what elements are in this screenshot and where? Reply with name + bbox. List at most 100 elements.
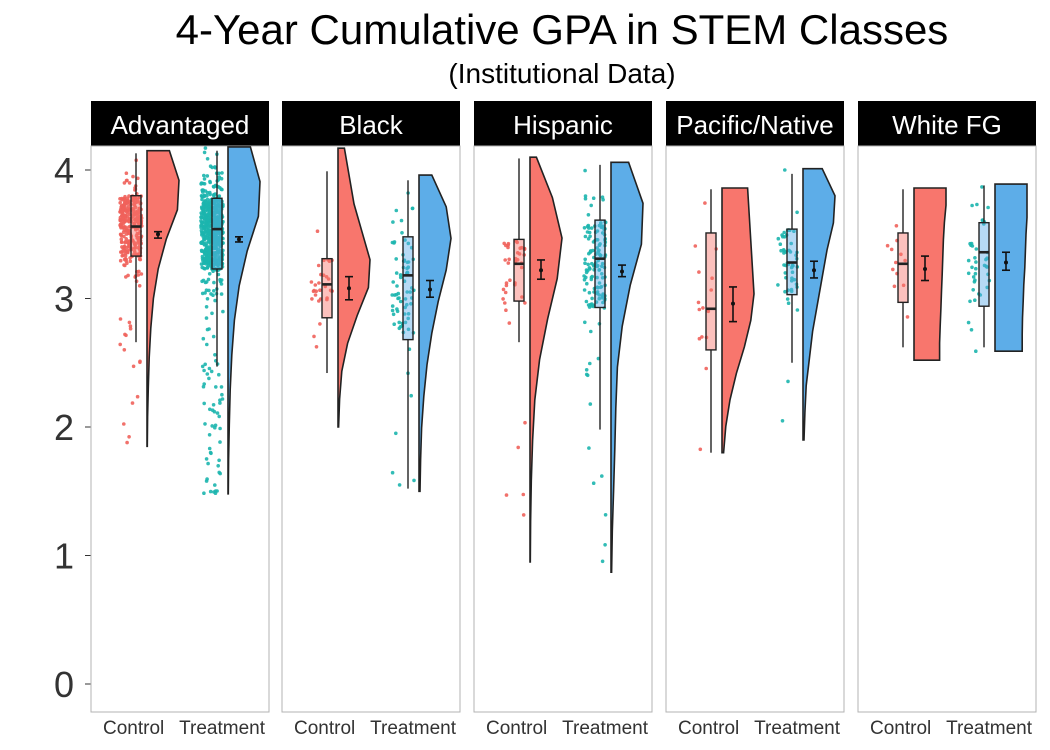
data-point bbox=[118, 201, 122, 205]
data-point bbox=[204, 222, 209, 226]
data-point bbox=[205, 190, 210, 195]
data-point bbox=[603, 543, 607, 547]
data-point bbox=[207, 446, 212, 451]
mean-point bbox=[156, 232, 160, 237]
data-point bbox=[313, 283, 318, 287]
data-point bbox=[697, 270, 701, 274]
data-point bbox=[118, 222, 123, 227]
data-point bbox=[403, 305, 408, 310]
data-point bbox=[504, 493, 509, 497]
data-point bbox=[503, 258, 508, 262]
data-point bbox=[971, 288, 975, 292]
data-point bbox=[790, 270, 795, 275]
data-point bbox=[122, 197, 126, 201]
data-point bbox=[596, 285, 600, 290]
data-point bbox=[309, 280, 314, 284]
data-point bbox=[600, 474, 604, 478]
data-point bbox=[391, 220, 395, 224]
data-point bbox=[584, 299, 589, 304]
data-point bbox=[208, 489, 213, 494]
facet-strip bbox=[474, 101, 652, 146]
data-point bbox=[131, 364, 136, 369]
data-point bbox=[970, 244, 975, 248]
box-iqr bbox=[897, 232, 909, 304]
data-point bbox=[583, 168, 587, 173]
data-point bbox=[585, 230, 590, 234]
mean-point bbox=[812, 268, 816, 273]
data-point bbox=[211, 334, 216, 339]
data-point bbox=[122, 225, 126, 229]
data-point bbox=[201, 188, 205, 192]
data-point bbox=[405, 266, 409, 271]
data-point bbox=[135, 236, 139, 240]
data-point bbox=[789, 289, 794, 294]
data-point bbox=[199, 220, 204, 225]
data-point bbox=[202, 368, 206, 373]
data-point bbox=[403, 297, 408, 301]
data-point bbox=[700, 335, 704, 339]
data-point bbox=[582, 226, 587, 230]
data-point bbox=[202, 230, 207, 234]
data-point bbox=[219, 278, 224, 282]
data-point bbox=[405, 290, 410, 294]
data-point bbox=[199, 223, 203, 228]
data-point bbox=[985, 256, 989, 261]
data-point bbox=[790, 276, 794, 281]
data-point bbox=[202, 401, 206, 406]
data-point bbox=[133, 195, 138, 200]
data-point bbox=[402, 312, 407, 316]
data-point bbox=[696, 300, 701, 305]
data-point bbox=[398, 273, 403, 277]
data-point bbox=[597, 223, 602, 228]
data-point bbox=[123, 241, 127, 245]
data-point bbox=[204, 457, 209, 461]
data-point bbox=[776, 236, 781, 241]
data-point bbox=[583, 194, 588, 198]
data-point bbox=[403, 238, 407, 242]
data-point bbox=[795, 210, 799, 215]
data-point bbox=[125, 196, 130, 201]
data-point bbox=[780, 233, 784, 237]
data-point bbox=[207, 327, 211, 331]
data-point bbox=[218, 471, 222, 476]
data-point bbox=[584, 372, 589, 377]
facet-panel-pacific-native: Pacific/Native Control Treatment bbox=[665, 101, 845, 739]
data-point bbox=[397, 320, 402, 325]
data-point bbox=[394, 257, 399, 261]
data-point bbox=[501, 297, 505, 301]
data-point bbox=[310, 297, 314, 301]
data-point bbox=[127, 181, 132, 185]
data-point bbox=[973, 255, 977, 260]
data-point bbox=[133, 243, 138, 248]
data-point bbox=[200, 194, 204, 199]
data-point bbox=[398, 299, 403, 304]
data-point bbox=[210, 165, 214, 170]
data-point bbox=[776, 283, 780, 287]
data-point bbox=[214, 385, 218, 389]
chart-subtitle: (Institutional Data) bbox=[448, 58, 676, 89]
facet-strip-label: Advantaged bbox=[111, 110, 250, 140]
data-point bbox=[213, 425, 217, 430]
data-point bbox=[214, 217, 219, 222]
data-point bbox=[216, 263, 220, 268]
data-point bbox=[218, 401, 222, 405]
data-point bbox=[583, 261, 587, 266]
data-point bbox=[120, 240, 124, 244]
data-point bbox=[520, 295, 524, 299]
data-point bbox=[792, 229, 796, 233]
data-point bbox=[409, 393, 414, 398]
data-point bbox=[202, 182, 207, 186]
data-point bbox=[502, 241, 507, 246]
data-point bbox=[783, 168, 787, 172]
y-tick-label: 4 bbox=[54, 150, 74, 191]
data-point bbox=[126, 215, 130, 219]
data-point bbox=[135, 394, 140, 399]
data-point bbox=[122, 181, 127, 185]
data-point bbox=[693, 244, 698, 248]
data-point bbox=[219, 176, 224, 181]
density-half-violin bbox=[610, 161, 644, 573]
data-point bbox=[599, 221, 603, 225]
data-point bbox=[124, 178, 129, 183]
data-point bbox=[207, 210, 212, 214]
data-point bbox=[213, 165, 217, 169]
